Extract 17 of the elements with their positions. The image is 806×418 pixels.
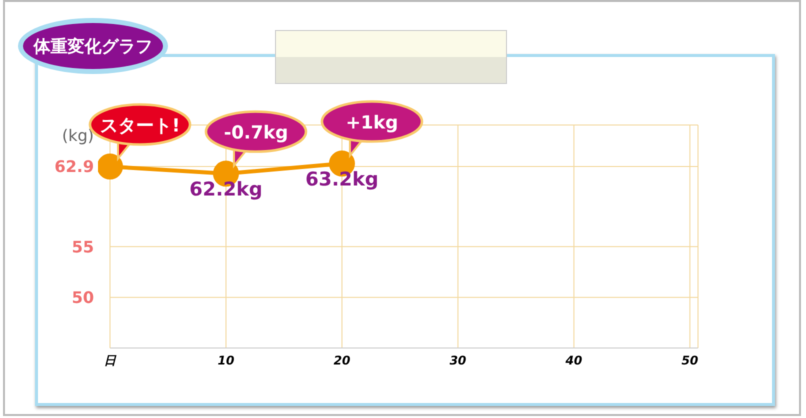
y-axis-title: (kg) <box>62 126 94 145</box>
data-label: 63.2kg <box>305 168 379 191</box>
chart-title: 体重変化グラフ <box>18 18 168 74</box>
x-tick-label: 10 <box>218 354 234 368</box>
y-tick-label: 50 <box>72 288 94 307</box>
y-tick-label: 62.9 <box>54 157 94 176</box>
x-tick-label: 50 <box>682 354 698 368</box>
y-tick-label: 55 <box>72 237 94 256</box>
x-tick-label: 20 <box>334 354 350 368</box>
x-tick-label: 40 <box>564 354 582 368</box>
annotation: -0.7kg <box>224 122 288 144</box>
x-tick-label: 30 <box>450 354 466 368</box>
annotation: スタート! <box>100 116 180 137</box>
data-label: 62.2kg <box>189 178 263 201</box>
point <box>98 154 123 180</box>
annotation: +1kg <box>346 112 398 134</box>
x-tick-label: 日 <box>104 354 117 368</box>
